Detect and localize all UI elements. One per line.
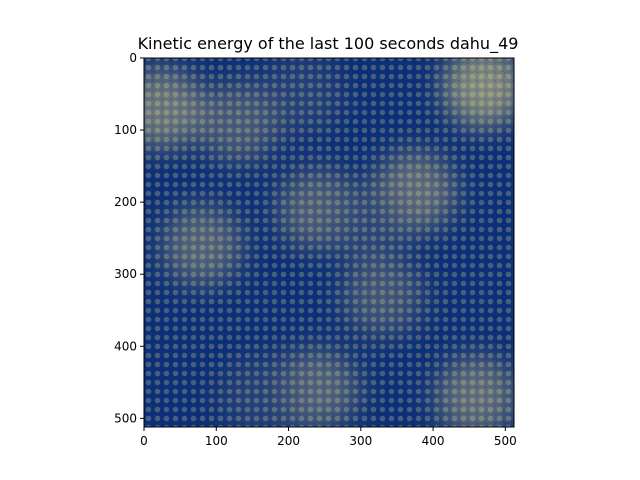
x-tick-label: 400 [422, 434, 445, 448]
y-tick-label: 500 [114, 411, 137, 425]
y-tick-label: 0 [129, 51, 137, 65]
y-tick-label: 200 [114, 195, 137, 209]
x-tick-label: 300 [349, 434, 372, 448]
plot-area [144, 58, 514, 427]
x-tick-label: 100 [205, 434, 228, 448]
y-axis: 0 100 200 300 400 500 [114, 51, 144, 425]
plot-frame [143, 57, 515, 428]
x-tick-label: 500 [494, 434, 517, 448]
speckle-texture [144, 58, 514, 427]
y-tick-label: 100 [114, 123, 137, 137]
x-axis: 0 100 200 300 400 500 [140, 427, 517, 448]
x-tick-label: 200 [277, 434, 300, 448]
y-tick-label: 400 [114, 339, 137, 353]
x-tick-label: 0 [140, 434, 148, 448]
y-tick-label: 300 [114, 267, 137, 281]
chart-title: Kinetic energy of the last 100 seconds d… [138, 34, 519, 54]
